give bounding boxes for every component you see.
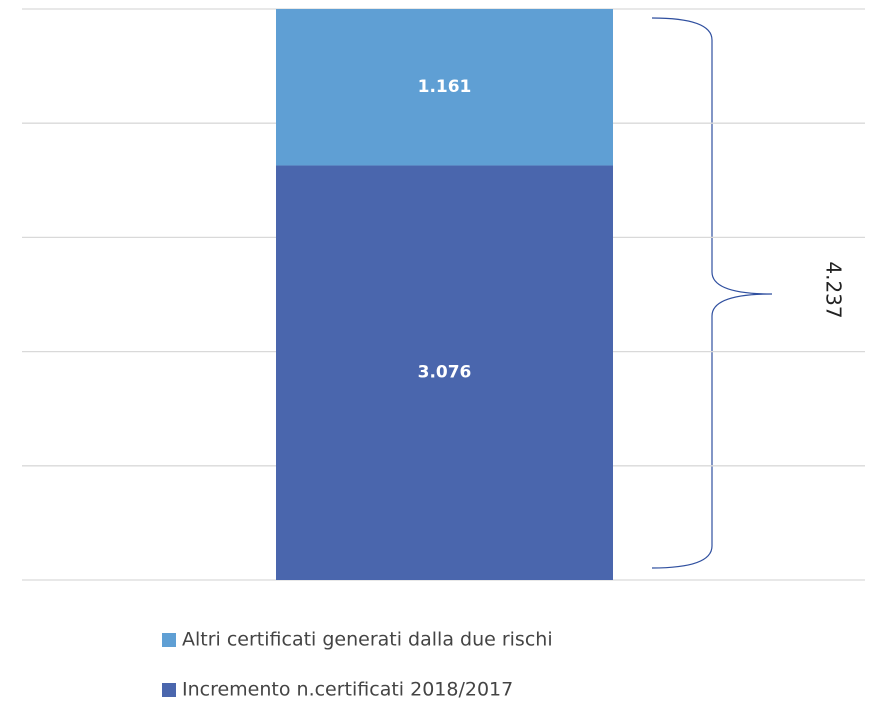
legend-label: Altri certificati generati dalla due ris… <box>182 629 553 651</box>
legend-swatch <box>162 683 176 697</box>
legend-label: Incremento n.certificati 2018/2017 <box>182 679 513 701</box>
bar-segment <box>276 9 613 166</box>
value-label: 3.076 <box>418 363 472 383</box>
brace <box>651 17 773 569</box>
bar-segment <box>276 165 613 581</box>
legend-swatch <box>162 633 176 647</box>
value-label: 1.161 <box>418 77 472 97</box>
annotation: 4.237 <box>822 261 846 318</box>
